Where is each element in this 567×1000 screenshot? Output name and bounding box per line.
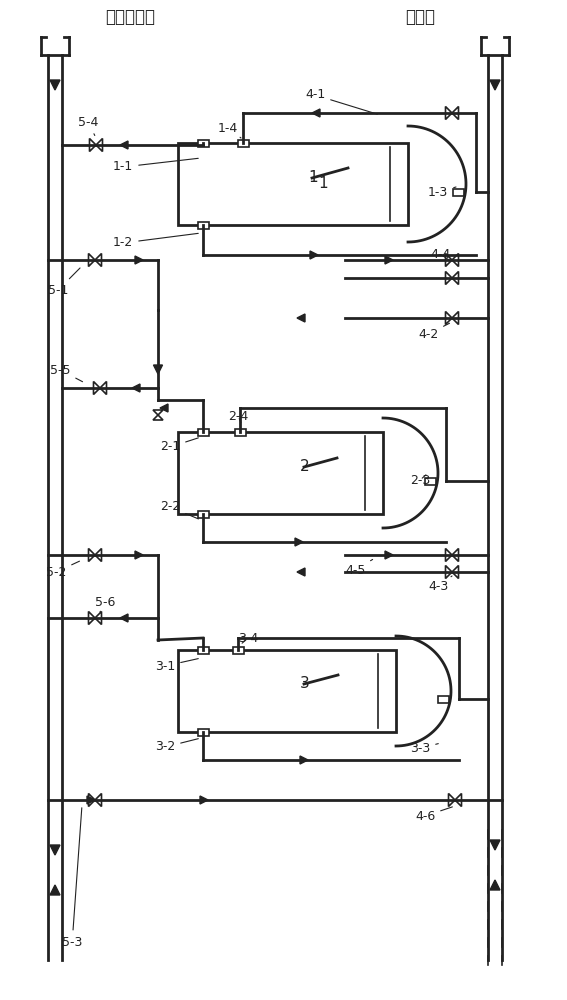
Polygon shape: [490, 880, 500, 890]
Text: 4-5: 4-5: [345, 559, 373, 576]
Polygon shape: [385, 551, 393, 559]
Polygon shape: [446, 566, 452, 578]
Polygon shape: [452, 106, 459, 119]
Text: 3-2: 3-2: [155, 739, 198, 754]
Text: 5-3: 5-3: [62, 808, 82, 948]
Polygon shape: [132, 384, 140, 392]
Text: 4-3: 4-3: [428, 576, 452, 592]
Polygon shape: [88, 794, 95, 806]
Text: 1-1: 1-1: [113, 158, 198, 174]
Text: 3-4: 3-4: [238, 632, 258, 645]
Polygon shape: [88, 548, 95, 562]
Polygon shape: [90, 138, 96, 151]
Text: 4-6: 4-6: [415, 807, 452, 822]
Text: 5-5: 5-5: [50, 363, 83, 382]
Text: 5-6: 5-6: [95, 595, 115, 612]
Polygon shape: [490, 80, 500, 90]
Text: 1-4: 1-4: [218, 121, 241, 138]
Bar: [197, 647, 209, 654]
Polygon shape: [153, 410, 163, 415]
Text: 4-4: 4-4: [430, 247, 450, 260]
Text: 2-2: 2-2: [160, 500, 198, 519]
Polygon shape: [50, 845, 60, 855]
Polygon shape: [88, 253, 95, 266]
Polygon shape: [312, 109, 320, 117]
Polygon shape: [452, 312, 459, 324]
Polygon shape: [446, 548, 452, 562]
Polygon shape: [160, 404, 168, 412]
Bar: [232, 647, 243, 654]
Text: 净化水: 净化水: [405, 8, 435, 26]
Polygon shape: [135, 256, 143, 264]
Polygon shape: [87, 796, 95, 804]
Text: 3-1: 3-1: [155, 659, 198, 672]
Polygon shape: [120, 141, 128, 149]
Polygon shape: [452, 271, 459, 284]
Polygon shape: [297, 314, 305, 322]
Text: 5-1: 5-1: [48, 268, 80, 296]
Bar: [178, 650, 396, 732]
Polygon shape: [95, 794, 101, 806]
Polygon shape: [446, 253, 452, 266]
Polygon shape: [153, 415, 163, 420]
Text: 1-2: 1-2: [113, 233, 198, 249]
Polygon shape: [95, 548, 101, 562]
Polygon shape: [95, 253, 101, 266]
Polygon shape: [490, 840, 500, 850]
Polygon shape: [446, 271, 452, 284]
Polygon shape: [200, 796, 208, 804]
Polygon shape: [455, 794, 462, 806]
Text: 2-4: 2-4: [228, 410, 248, 422]
Bar: [197, 428, 209, 436]
Bar: [178, 143, 408, 225]
Bar: [197, 222, 209, 229]
Polygon shape: [452, 566, 459, 578]
Polygon shape: [96, 138, 103, 151]
Polygon shape: [50, 80, 60, 90]
Polygon shape: [88, 611, 95, 624]
Text: 4-1: 4-1: [305, 89, 378, 114]
Text: 2-3: 2-3: [410, 474, 430, 487]
Polygon shape: [94, 381, 100, 394]
Bar: [197, 139, 209, 146]
Polygon shape: [135, 551, 143, 559]
Polygon shape: [452, 253, 459, 266]
Bar: [438, 696, 448, 702]
Polygon shape: [50, 885, 60, 895]
Polygon shape: [452, 548, 459, 562]
Text: 5-2: 5-2: [46, 561, 79, 578]
Text: 5-4: 5-4: [78, 115, 99, 136]
Text: 循环冷却水: 循环冷却水: [105, 8, 155, 26]
Polygon shape: [385, 256, 393, 264]
Polygon shape: [310, 251, 318, 259]
Polygon shape: [154, 365, 163, 374]
Bar: [197, 728, 209, 736]
Polygon shape: [95, 611, 101, 624]
Text: 1-3: 1-3: [428, 186, 456, 198]
Text: 3: 3: [300, 676, 310, 691]
Bar: [452, 188, 463, 196]
Polygon shape: [100, 381, 107, 394]
Polygon shape: [120, 614, 128, 622]
Polygon shape: [300, 756, 308, 764]
Polygon shape: [448, 794, 455, 806]
Text: 2: 2: [300, 459, 310, 474]
Text: 4-2: 4-2: [418, 323, 450, 340]
Text: 2-1: 2-1: [160, 438, 198, 454]
Text: 1: 1: [308, 170, 318, 185]
Polygon shape: [446, 106, 452, 119]
Bar: [178, 432, 383, 514]
Polygon shape: [295, 538, 303, 546]
Polygon shape: [297, 568, 305, 576]
Bar: [235, 428, 246, 436]
Polygon shape: [446, 312, 452, 324]
Bar: [197, 510, 209, 518]
Bar: [425, 478, 435, 485]
Text: 3-3: 3-3: [410, 742, 438, 754]
Text: 1: 1: [318, 176, 328, 191]
Bar: [238, 139, 248, 146]
